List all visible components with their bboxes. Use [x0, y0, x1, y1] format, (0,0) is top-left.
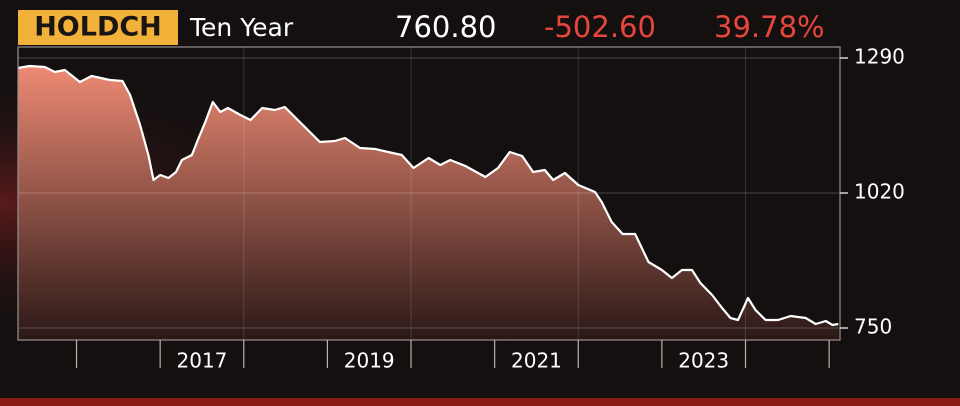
bottom-strip — [0, 398, 960, 406]
plot-area: 750 1020 1290 2017 2019 2021 2023 — [17, 45, 905, 373]
percent-change: 39.78% — [714, 10, 825, 44]
period: Ten Year — [189, 13, 294, 42]
x-tick-label: 2021 — [511, 349, 562, 373]
y-tick-label: 1290 — [854, 45, 905, 69]
x-tick-label: 2017 — [177, 349, 228, 373]
line — [17, 64, 839, 327]
x-tick-label: 2023 — [678, 349, 729, 373]
ticker: HOLDCH — [34, 12, 162, 43]
x-tick-label: 2019 — [344, 349, 395, 373]
net-change: -502.60 — [544, 10, 656, 44]
ticker-box — [18, 10, 178, 45]
y-tick-label: 750 — [854, 315, 892, 339]
y-tick-label: 1020 — [854, 180, 905, 204]
area — [18, 66, 839, 340]
last-price: 760.80 — [395, 10, 496, 44]
